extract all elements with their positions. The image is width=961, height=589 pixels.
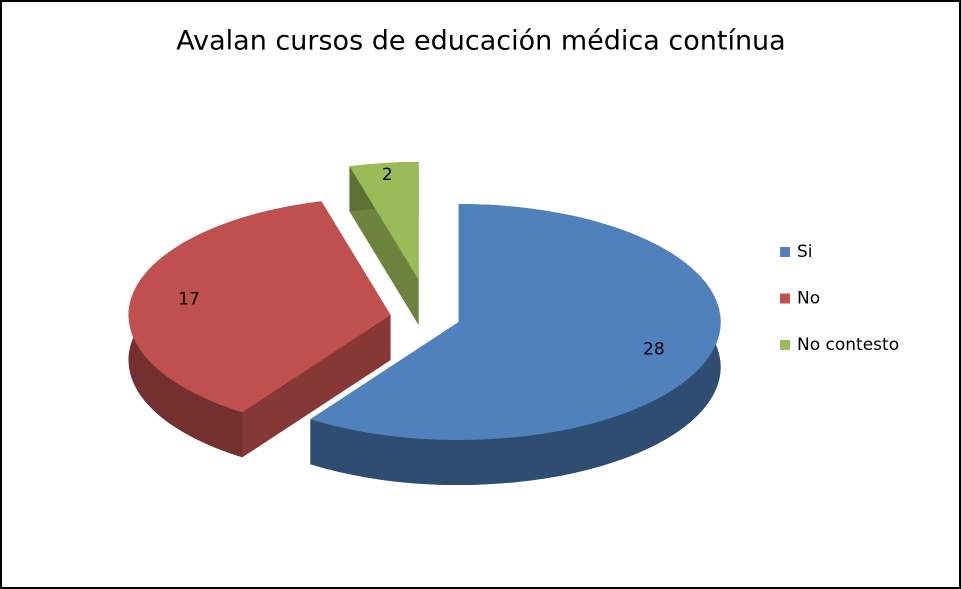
legend-label: No contesto [797, 335, 899, 355]
legend-swatch [780, 247, 790, 257]
legend-label: No [797, 289, 820, 309]
legend-swatch [780, 293, 790, 304]
data-label: 17 [178, 290, 200, 310]
legend-swatch [780, 340, 790, 350]
legend-label: Si [797, 242, 813, 262]
slice-side [242, 315, 391, 458]
chart-title: Avalan cursos de educación médica contín… [176, 26, 785, 57]
data-label: 28 [643, 339, 665, 359]
data-label: 2 [382, 165, 393, 185]
slice [310, 204, 721, 441]
slice-wall [310, 204, 721, 486]
slice [128, 201, 391, 413]
slice [349, 162, 419, 281]
